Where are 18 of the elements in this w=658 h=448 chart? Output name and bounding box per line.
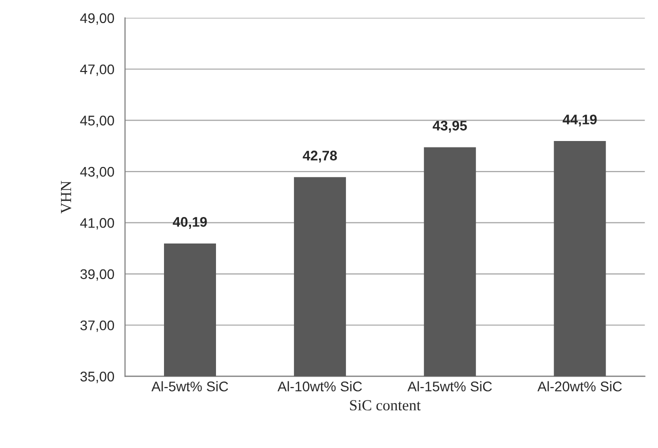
data-label: 42,78	[302, 150, 337, 163]
y-tick-label: 35,00	[80, 372, 114, 384]
x-axis-title: SiC content	[350, 400, 421, 410]
y-tick-label: 39,00	[80, 269, 114, 281]
x-tick-label: Al-15wt% SiC	[407, 381, 492, 392]
data-label: 43,95	[432, 120, 467, 133]
x-tick-label: Al-10wt% SiC	[278, 381, 362, 392]
data-label: 44,19	[562, 114, 597, 126]
x-tick-label: Al-5wt% SiC	[151, 381, 228, 392]
y-tick-label: 45,00	[80, 116, 114, 128]
y-tick-label: 43,00	[80, 166, 114, 178]
y-axis-title: VHN	[61, 180, 72, 214]
data-label: 40,19	[172, 216, 207, 229]
y-tick-label: 49,00	[80, 13, 114, 25]
y-tick-label: 37,00	[80, 320, 114, 332]
y-tick-label: 41,00	[80, 218, 114, 230]
y-tick-label: 47,00	[80, 64, 114, 76]
x-tick-label: Al-20wt% SiC	[537, 381, 622, 392]
